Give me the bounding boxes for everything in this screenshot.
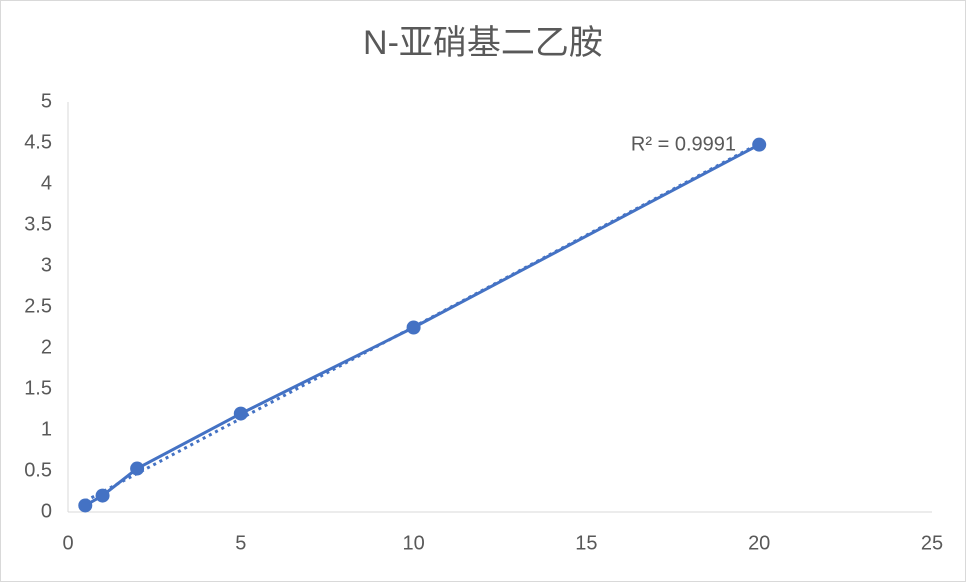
y-tick-label: 0 [41, 500, 52, 522]
data-point [752, 137, 767, 152]
data-point [233, 406, 248, 421]
data-point [130, 461, 145, 476]
data-point [78, 498, 93, 513]
y-tick-label: 5 [41, 90, 52, 112]
data-point [406, 320, 421, 335]
chart-title: N-亚硝基二乙胺 [363, 24, 603, 62]
y-tick-label: 1.5 [24, 377, 52, 399]
x-tick-label: 25 [921, 532, 943, 554]
x-tick-label: 5 [235, 532, 246, 554]
data-point [95, 488, 110, 503]
y-tick-label: 4 [41, 172, 52, 194]
y-tick-label: 4.5 [24, 131, 52, 153]
y-tick-label: 3.5 [24, 213, 52, 235]
y-tick-label: 1 [41, 418, 52, 440]
x-tick-label: 15 [575, 532, 597, 554]
trendline [84, 142, 760, 503]
x-tick-label: 10 [402, 532, 424, 554]
y-tick-label: 0.5 [24, 459, 52, 481]
trendline-annotation: R² = 0.9991 [631, 133, 736, 155]
y-tick-label: 2.5 [24, 295, 52, 317]
x-tick-label: 20 [748, 532, 770, 554]
y-tick-label: 3 [41, 254, 52, 276]
x-tick-label: 0 [62, 532, 73, 554]
y-tick-label: 2 [41, 336, 52, 358]
